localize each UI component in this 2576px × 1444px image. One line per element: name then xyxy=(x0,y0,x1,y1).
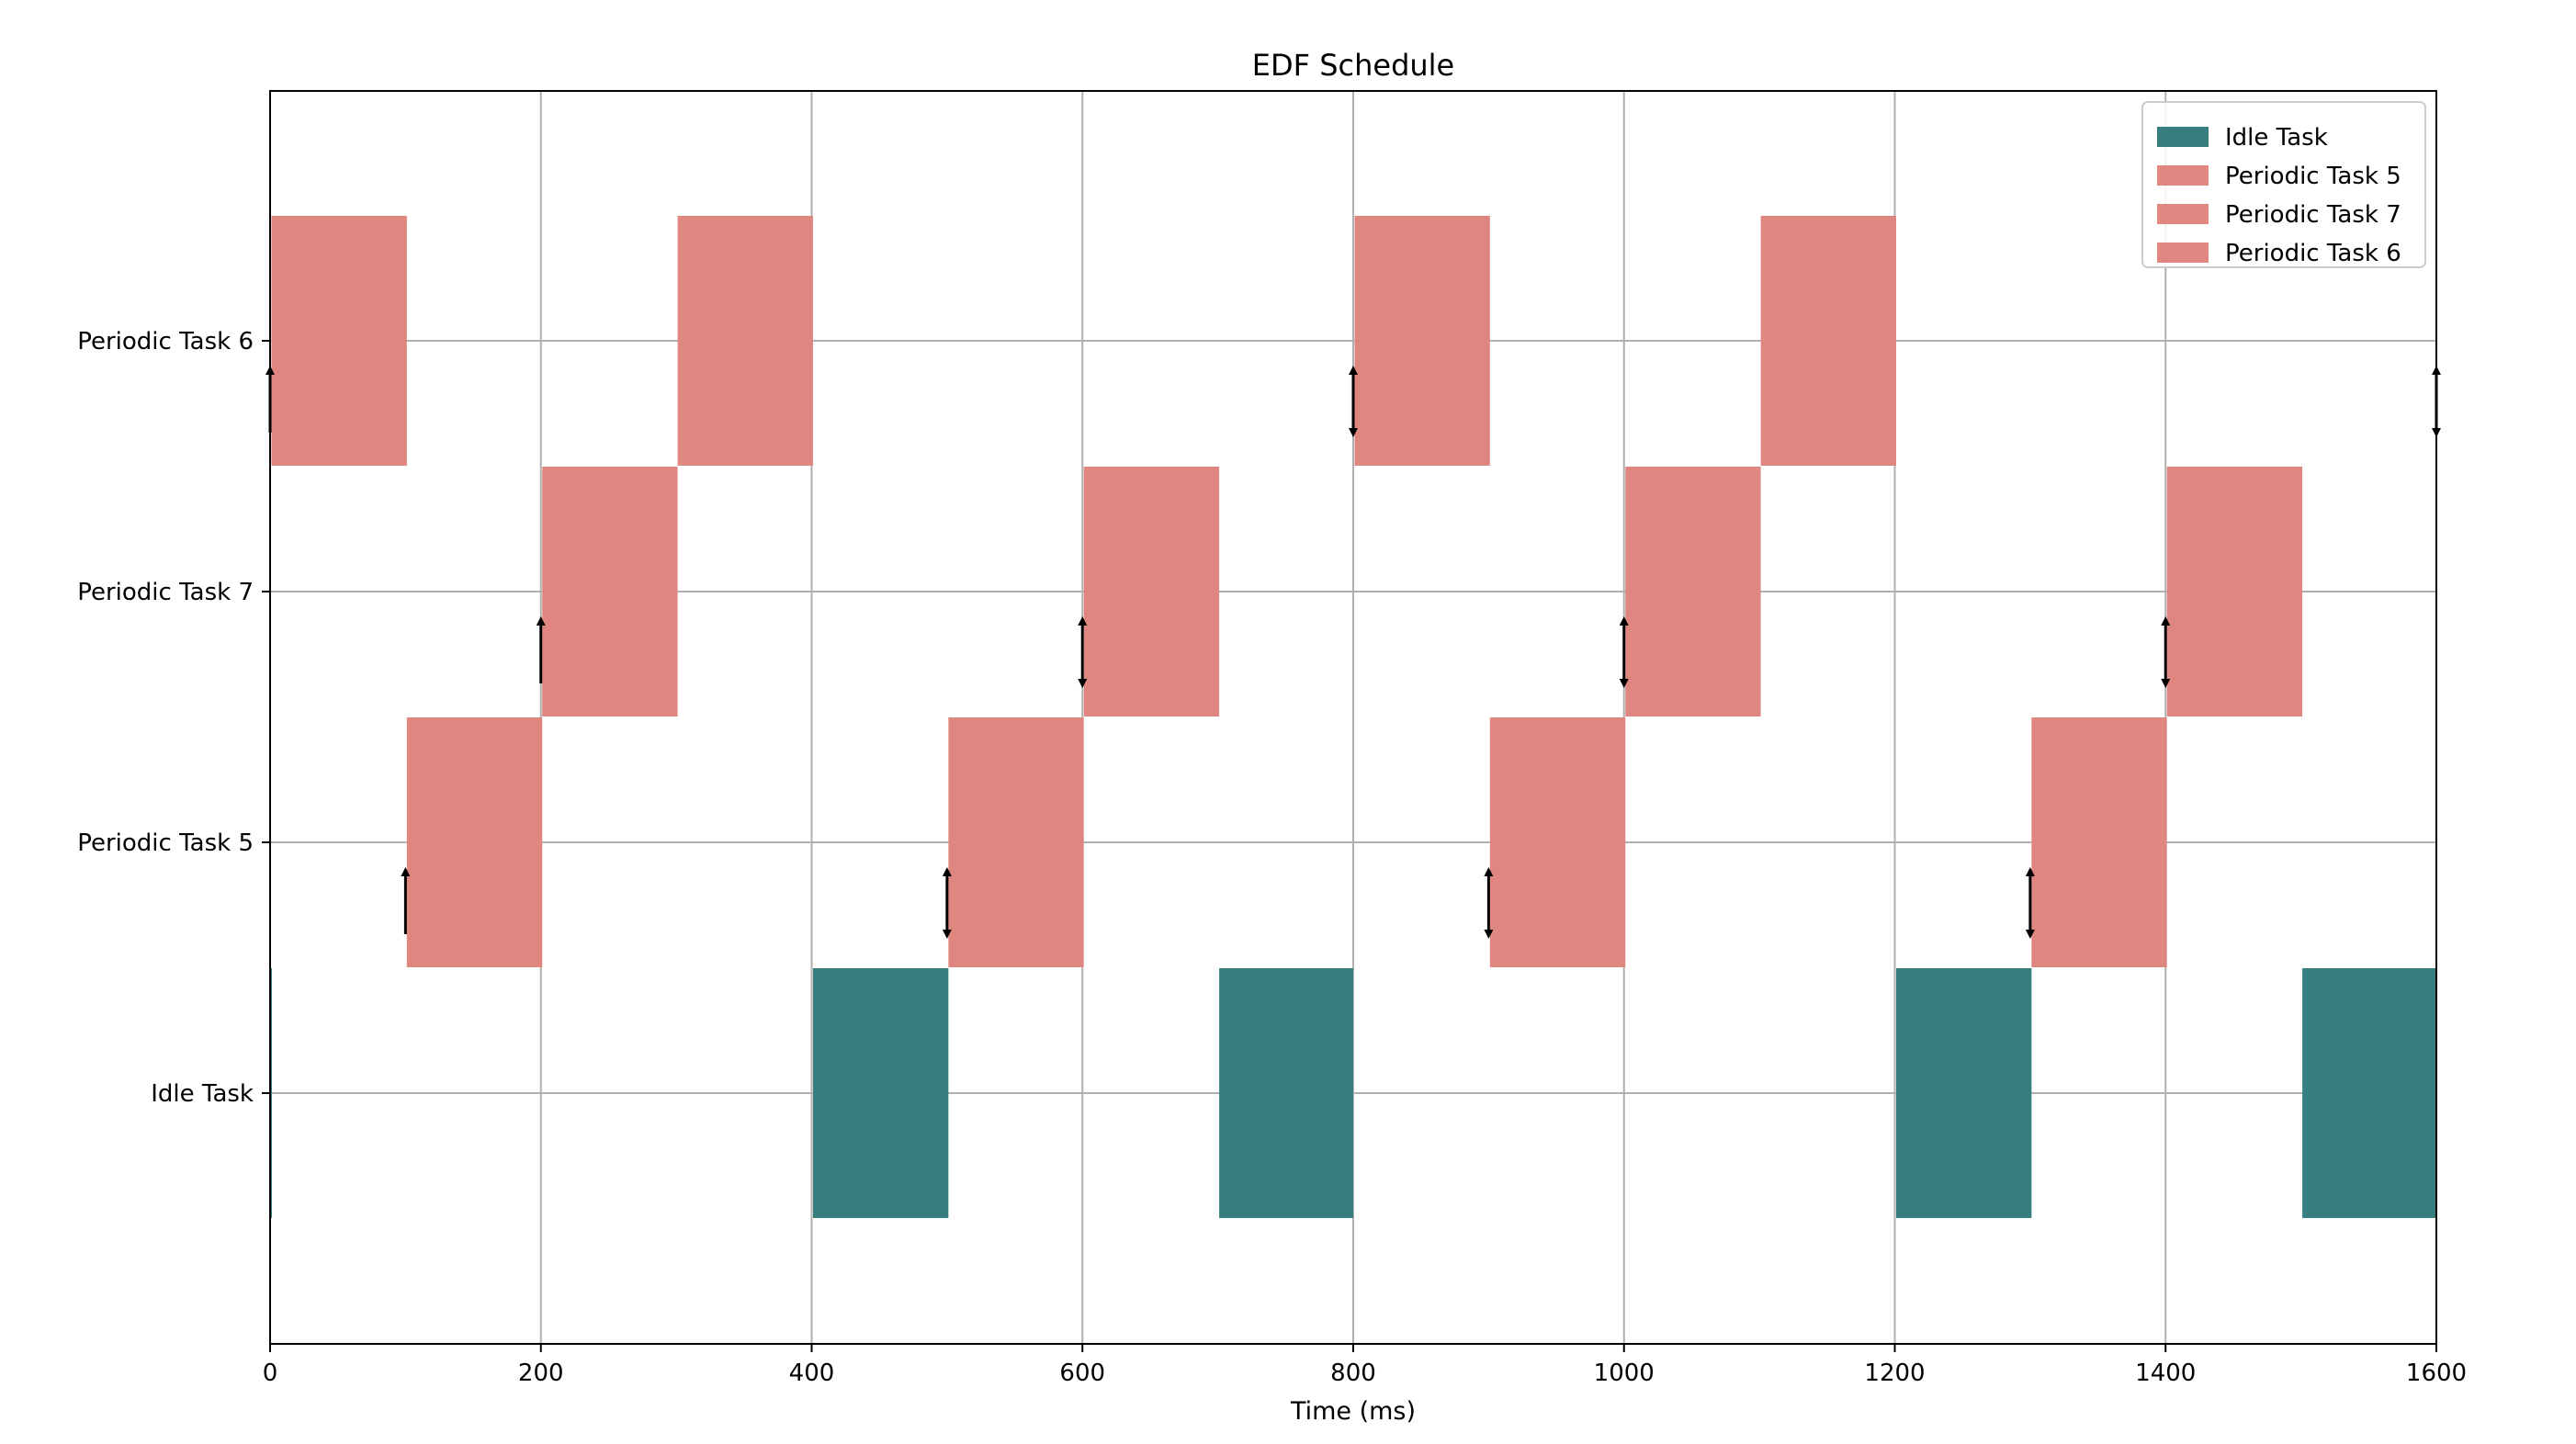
legend-swatch-idle-task xyxy=(2157,127,2209,147)
bar-periodic-task-7-15 xyxy=(2166,467,2303,716)
plot-area xyxy=(266,90,2441,1345)
bar-periodic-task-5-2 xyxy=(406,717,543,967)
x-tick-label-1600: 1600 xyxy=(2406,1359,2467,1387)
bar-periodic-task-6-1 xyxy=(271,216,407,466)
bar-periodic-task-6-12 xyxy=(1760,216,1896,466)
x-axis: 0 200 400 600 800 1000 1200 1400 1600 xyxy=(263,1344,2467,1387)
bar-idle-task-13 xyxy=(1895,968,2032,1218)
task-bars xyxy=(270,216,2436,1218)
x-tick-label-600: 600 xyxy=(1059,1359,1105,1387)
legend-swatch-periodic-task-5 xyxy=(2157,165,2209,186)
bar-periodic-task-5-6 xyxy=(948,717,1084,967)
bar-idle-task-16 xyxy=(2302,968,2436,1218)
legend-label-periodic-task-7: Periodic Task 7 xyxy=(2225,201,2401,229)
x-tick-label-800: 800 xyxy=(1330,1359,1376,1387)
chart-title: EDF Schedule xyxy=(1252,48,1454,83)
bar-periodic-task-5-10 xyxy=(1489,717,1626,967)
bar-idle-task-8 xyxy=(1219,968,1353,1218)
bar-periodic-task-6-4 xyxy=(677,216,813,466)
x-tick-label-0: 0 xyxy=(263,1359,278,1387)
y-tick-label-periodic-task-5: Periodic Task 5 xyxy=(77,829,254,857)
legend-box xyxy=(2141,101,2426,268)
legend-label-idle-task: Idle Task xyxy=(2225,124,2328,152)
bar-periodic-task-5-14 xyxy=(2031,717,2167,967)
legend-swatch-periodic-task-6 xyxy=(2157,243,2209,263)
y-tick-label-periodic-task-6: Periodic Task 6 xyxy=(77,328,254,355)
legend-swatch-periodic-task-7 xyxy=(2157,204,2209,224)
legend-label-periodic-task-5: Periodic Task 5 xyxy=(2225,163,2401,190)
x-tick-label-200: 200 xyxy=(518,1359,564,1387)
bar-periodic-task-7-11 xyxy=(1625,467,1761,716)
x-tick-label-1200: 1200 xyxy=(1864,1359,1925,1387)
y-tick-label-idle-task: Idle Task xyxy=(151,1080,254,1108)
bar-periodic-task-6-9 xyxy=(1354,216,1490,466)
legend-label-periodic-task-6: Periodic Task 6 xyxy=(2225,240,2401,267)
x-tick-label-400: 400 xyxy=(789,1359,835,1387)
y-axis: Idle Task Periodic Task 5 Periodic Task 7 P… xyxy=(77,328,270,1108)
x-tick-label-1000: 1000 xyxy=(1594,1359,1655,1387)
y-tick-label-periodic-task-7: Periodic Task 7 xyxy=(77,579,254,606)
legend: Idle Task Periodic Task 5 Periodic Task 7 P… xyxy=(2141,101,2426,268)
bar-periodic-task-7-3 xyxy=(542,467,678,716)
bar-idle-task-5 xyxy=(812,968,949,1218)
x-tick-label-1400: 1400 xyxy=(2135,1359,2196,1387)
x-axis-label: Time (ms) xyxy=(1290,1397,1416,1426)
bar-periodic-task-7-7 xyxy=(1083,467,1220,716)
